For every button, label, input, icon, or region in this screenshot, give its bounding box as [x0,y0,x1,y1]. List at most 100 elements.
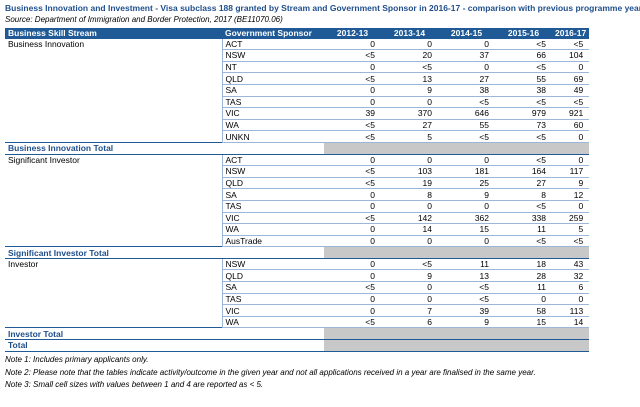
value-cell: <5 [495,38,552,51]
value-cell: 43 [552,258,590,271]
value-cell: 39 [438,304,495,317]
cell [495,339,552,352]
value-cell: 9 [438,188,495,201]
value-cell: 49 [552,84,590,97]
data-row: WA 0 14 15 11 5 [5,223,590,236]
value-cell: 27 [495,177,552,190]
value-cell: <5 [552,96,590,109]
table-body: Business Innovation ACT 0 0 0 <5 <5 NSW <5 20 37 66… [5,38,590,352]
title: Business Innovation and Investment - Vis… [5,3,640,13]
data-row: WA <5 6 9 15 14 [5,316,590,329]
data-row: VIC 39 370 646 979 921 [5,107,590,120]
sponsor-cell: VIC [221,107,324,120]
value-cell: <5 [324,130,381,143]
stream-cell: Significant Investor [8,155,80,166]
column-header: 2016-17 [552,28,590,39]
note: Note 1: Includes primary applicants only… [5,355,149,364]
stream-cell [5,293,222,305]
sponsor-cell: VIC [221,212,324,225]
value-cell: 27 [438,72,495,85]
cell [438,327,495,341]
notes: Note 1: Includes primary applicants only… [5,355,536,393]
value-cell: 104 [552,49,590,62]
value-cell: 370 [381,107,438,120]
stream-cell: Business Innovation [8,39,85,50]
cell [552,339,590,352]
data-row: UNKN <5 5 <5 <5 0 [5,130,590,143]
value-cell: 0 [438,154,495,167]
value-cell: <5 [324,212,381,225]
cell [222,246,324,259]
value-cell: 55 [438,119,495,132]
header-row: Business Skill Stream Government Sponsor 2… [5,28,590,39]
value-cell: 0 [324,84,381,97]
value-cell: 11 [495,223,552,236]
value-cell: 20 [381,49,438,62]
value-cell: 0 [438,200,495,213]
data-row: QLD <5 13 27 55 69 [5,72,590,85]
sponsor-cell: WA [221,316,324,329]
value-cell: 0 [324,188,381,201]
source: Source: Department of Immigration and Bo… [5,15,283,24]
value-cell: 7 [381,304,438,317]
value-cell: 142 [381,212,438,225]
value-cell: <5 [495,200,552,213]
value-cell: 117 [552,165,590,178]
total-row: Significant Investor Total [5,246,590,259]
stream-cell [5,177,222,189]
value-cell: 13 [438,269,495,283]
data-row: WA <5 27 55 73 60 [5,119,590,132]
sponsor-cell: ACT [221,154,324,167]
data-row: VIC <5 142 362 338 259 [5,212,590,225]
data-row: VIC 0 7 39 58 113 [5,304,590,317]
stream-cell [5,270,222,282]
stream-cell [5,73,222,85]
data-row: TAS 0 0 <5 0 0 [5,293,590,306]
sponsor-cell: NSW [221,49,324,62]
value-cell: <5 [381,258,438,271]
column-header: 2015-16 [495,28,552,39]
value-cell: <5 [324,177,381,190]
value-cell: 0 [438,61,495,74]
sponsor-cell: WA [221,119,324,132]
value-cell: 5 [552,223,590,236]
sponsor-cell: TAS [221,293,324,306]
value-cell: 37 [438,49,495,62]
stream-cell [5,50,222,62]
sponsor-cell: TAS [221,200,324,213]
sponsor-cell: ACT [221,38,324,51]
stream-cell [5,96,222,108]
value-cell: 19 [381,177,438,190]
value-cell: 0 [381,235,438,248]
cell [324,246,381,259]
stream-cell [5,316,222,328]
value-cell: 8 [495,188,552,201]
cell [495,141,552,155]
note: Note 3: Small cell sizes with values bet… [5,380,264,389]
value-cell: <5 [324,281,381,294]
total-label: Business Innovation Total [5,141,222,155]
stream-cell: Investor [8,259,39,270]
cell [381,141,438,155]
value-cell: 0 [324,258,381,271]
data-row: QLD 0 9 13 28 32 [5,269,590,283]
value-cell: 0 [324,154,381,167]
cell [324,327,381,341]
value-cell: 0 [552,130,590,143]
stream-cell [5,61,222,73]
cell [552,141,590,155]
data-row: QLD <5 19 25 27 9 [5,177,590,190]
value-cell: <5 [495,154,552,167]
value-cell: <5 [324,119,381,132]
sponsor-cell: NSW [221,165,324,178]
stream-cell [5,200,222,212]
stream-cell [5,119,222,131]
value-cell: 338 [495,212,552,225]
total-row: Total [5,339,590,352]
stream-cell [5,224,222,236]
stream-cell [5,305,222,317]
value-cell: 0 [324,235,381,248]
stream-cell [5,84,222,96]
column-header: 2014-15 [438,28,495,39]
